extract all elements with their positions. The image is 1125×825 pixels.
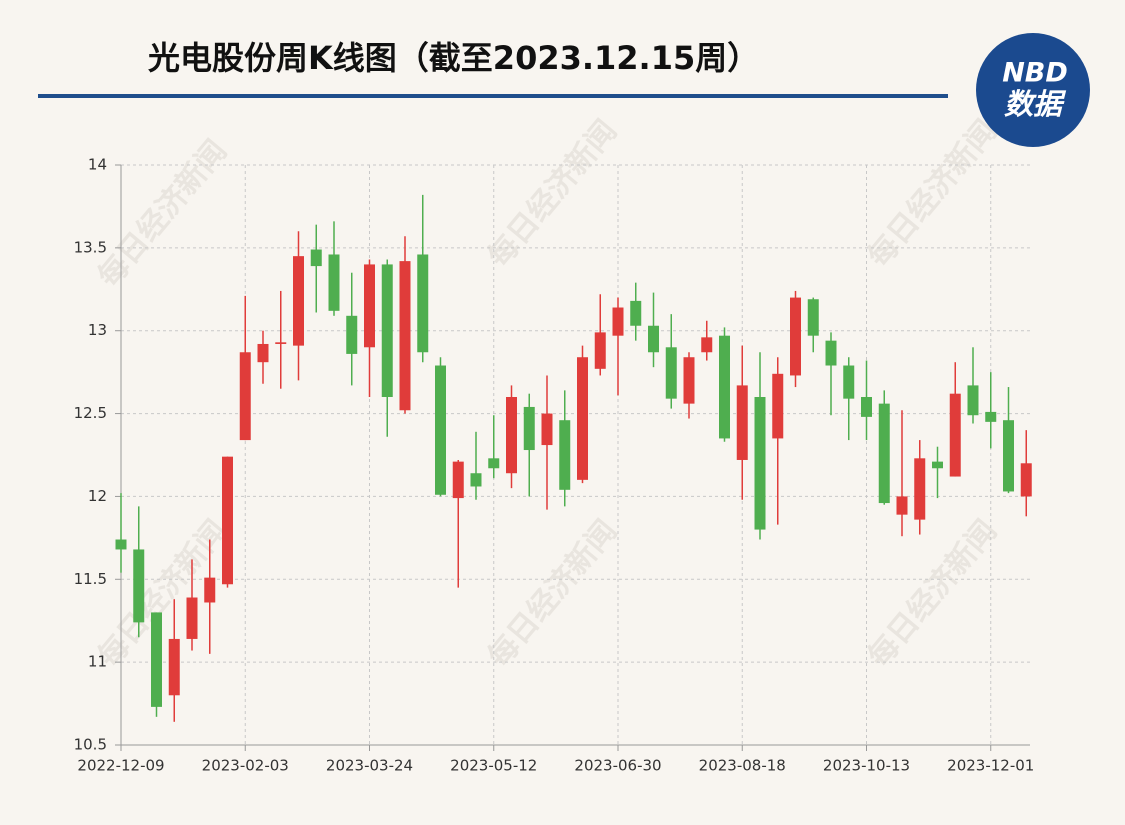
title-rule xyxy=(38,94,948,98)
candle-body xyxy=(577,357,588,480)
candle-body xyxy=(133,549,145,623)
y-tick-label: 13.5 xyxy=(74,238,107,256)
candle-body xyxy=(204,577,216,603)
candle-body xyxy=(967,385,979,416)
chart-title: 光电股份周K线图（截至2023.12.15周） xyxy=(148,39,759,77)
candle-body xyxy=(843,365,855,399)
candle-body xyxy=(949,393,961,477)
candle-body xyxy=(878,403,890,504)
candle-body xyxy=(754,397,766,530)
x-tick-label: 2023-05-12 xyxy=(450,757,537,775)
logo-text: NBD xyxy=(1002,58,1068,89)
y-tick-label: 13 xyxy=(88,321,107,339)
candle-body xyxy=(452,461,464,499)
x-tick-label: 2023-08-18 xyxy=(699,757,786,775)
candle-body xyxy=(239,352,251,441)
candle-body xyxy=(1003,420,1014,492)
y-tick-label: 10.5 xyxy=(74,736,107,754)
candle-body xyxy=(417,254,429,353)
x-tick-label: 2022-12-09 xyxy=(77,757,164,775)
candle-body xyxy=(151,612,162,707)
candle-body xyxy=(932,461,943,469)
candle-body xyxy=(665,347,677,399)
candle-body xyxy=(648,325,659,353)
y-tick-label: 12.5 xyxy=(74,404,107,422)
x-tick-label: 2023-06-30 xyxy=(574,757,661,775)
candle-body xyxy=(807,299,819,336)
candle-body xyxy=(612,307,624,336)
candle-body xyxy=(1020,463,1032,497)
logo-text: 数据 xyxy=(1004,87,1067,121)
candle-body xyxy=(701,337,713,353)
candle-body xyxy=(896,496,908,515)
candle-body xyxy=(523,406,535,451)
candle-body xyxy=(364,264,375,348)
y-tick-label: 12 xyxy=(88,487,107,505)
candle-body xyxy=(488,458,500,469)
candle-body xyxy=(310,249,322,267)
x-tick-label: 2023-10-13 xyxy=(823,757,910,775)
candle-body xyxy=(790,297,801,376)
candle-body xyxy=(985,411,997,422)
logo xyxy=(976,33,1090,147)
candle-body xyxy=(541,413,553,446)
candle-body xyxy=(186,597,198,639)
candle-body xyxy=(293,256,304,346)
candle-body xyxy=(328,254,340,311)
candle-body xyxy=(914,458,926,520)
candle-body xyxy=(470,473,482,487)
candle-body xyxy=(736,385,748,460)
candle-body xyxy=(275,342,287,344)
candle-body xyxy=(861,397,872,417)
candle-body xyxy=(115,539,127,550)
candle-body xyxy=(222,456,233,585)
candle-body xyxy=(168,638,180,696)
candle-body xyxy=(825,340,837,366)
candle-body xyxy=(559,420,571,490)
candle-body xyxy=(257,343,269,363)
candle-body xyxy=(630,300,642,326)
candle-body xyxy=(346,315,358,354)
candle-body xyxy=(381,264,393,397)
y-tick-label: 14 xyxy=(88,156,107,174)
candle-body xyxy=(683,357,695,404)
candle-body xyxy=(772,373,784,439)
x-tick-label: 2023-03-24 xyxy=(326,757,413,775)
x-tick-label: 2023-02-03 xyxy=(202,757,289,775)
candle-body xyxy=(594,332,606,369)
y-tick-label: 11.5 xyxy=(74,570,107,588)
x-tick-label: 2023-12-01 xyxy=(947,757,1034,775)
candle-body xyxy=(399,261,411,411)
candle-body xyxy=(506,397,517,474)
candle-body xyxy=(719,335,730,439)
y-tick-label: 11 xyxy=(88,653,107,671)
candle-body xyxy=(435,365,446,495)
